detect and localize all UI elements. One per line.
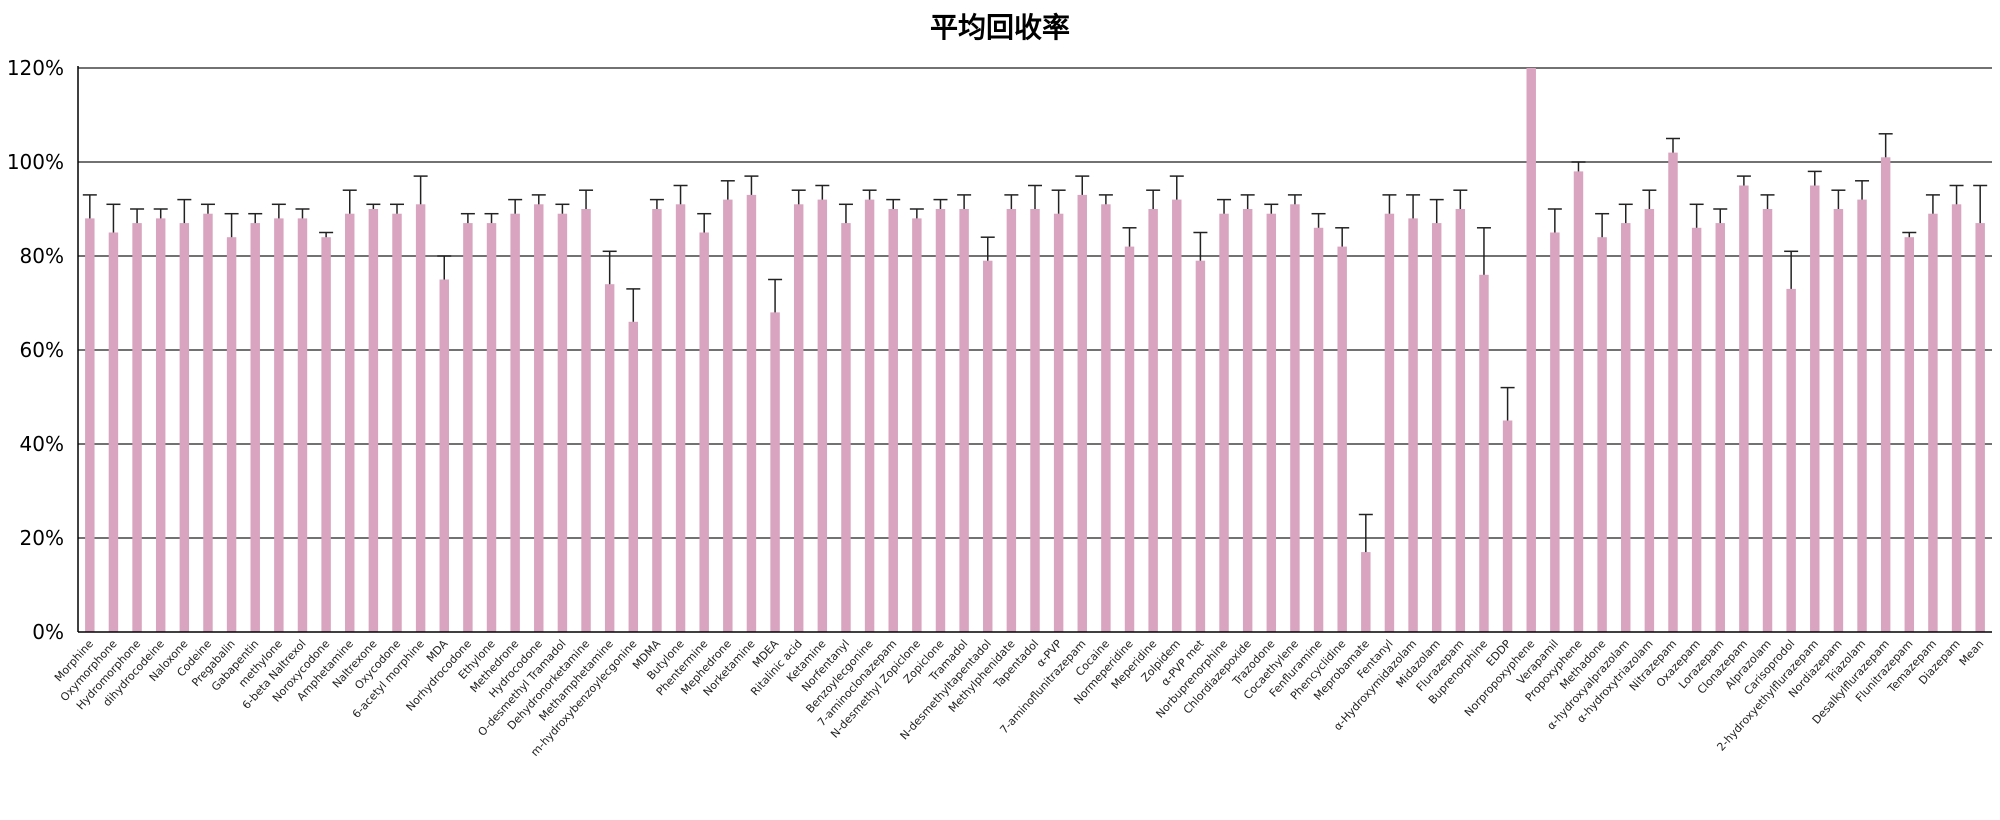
bar (652, 209, 662, 632)
bar (1172, 199, 1182, 632)
bar (1904, 237, 1915, 632)
bar (321, 237, 331, 632)
y-tick-labels: 0% 20% 40% 60% 80% 100% 120% (7, 56, 64, 644)
bar (463, 223, 473, 632)
bar (793, 204, 804, 633)
bar (699, 232, 709, 632)
bar (415, 204, 426, 633)
error-bars (82, 133, 1988, 553)
bar (1951, 204, 1962, 633)
bar (1668, 152, 1678, 632)
bar (557, 213, 568, 632)
bar (1455, 209, 1466, 632)
axes (77, 66, 1992, 633)
y-tick-label: 60% (20, 338, 64, 362)
bar (1715, 223, 1725, 632)
bar (1502, 420, 1513, 632)
bar (1479, 274, 1489, 632)
bar (345, 213, 355, 632)
bar (534, 204, 544, 633)
bar (1786, 288, 1796, 632)
bar (1290, 204, 1300, 633)
bar (392, 213, 402, 632)
bar (1266, 213, 1277, 632)
bar (132, 223, 142, 632)
bar (486, 223, 497, 632)
bar (1313, 227, 1324, 633)
bar (1431, 223, 1442, 632)
bar (1550, 232, 1560, 632)
bar (1384, 213, 1395, 632)
bar (1928, 213, 1938, 632)
bar (297, 218, 308, 632)
bar (817, 199, 828, 632)
y-tick-label: 120% (7, 56, 64, 80)
bar (439, 279, 449, 632)
bar (1077, 194, 1087, 632)
bar (770, 312, 780, 632)
x-tick-label: Mean (1957, 637, 1987, 668)
bars (85, 68, 1985, 633)
bar (510, 213, 520, 632)
bar (250, 223, 260, 632)
bar (1219, 213, 1229, 632)
bar (1597, 237, 1607, 632)
bar (1857, 199, 1867, 632)
bar (888, 209, 898, 632)
bar (935, 209, 946, 632)
y-tick-label: 40% (20, 432, 64, 456)
bar (1975, 223, 1985, 632)
bar (628, 321, 639, 632)
y-tick-label: 80% (20, 244, 64, 268)
bar (85, 218, 95, 632)
bar (274, 218, 284, 632)
bar (1621, 223, 1631, 632)
bar (1195, 260, 1206, 632)
bar (155, 218, 166, 632)
y-tick-label: 100% (7, 150, 64, 174)
bar (983, 260, 993, 632)
bar (675, 204, 686, 633)
bar (581, 209, 591, 632)
bar (108, 232, 119, 632)
bar (1526, 68, 1536, 632)
bar (1833, 209, 1844, 632)
bar (959, 209, 969, 632)
bar (1644, 209, 1655, 632)
bar (179, 223, 190, 632)
bar (226, 237, 237, 632)
bar (1006, 209, 1017, 632)
bar (368, 209, 379, 632)
bar (203, 213, 213, 632)
bar (1053, 213, 1064, 632)
y-tick-label: 0% (32, 620, 64, 644)
bar (1124, 246, 1135, 632)
bar (1337, 246, 1347, 632)
bar (912, 218, 922, 632)
bar (1739, 185, 1749, 632)
y-tick-label: 20% (20, 526, 64, 550)
bar (1810, 185, 1820, 632)
bar (841, 223, 851, 632)
chart-title: 平均回收率 (929, 11, 1070, 44)
bar (1691, 227, 1702, 633)
bar (1101, 204, 1111, 633)
bar (1242, 209, 1253, 632)
bar (1030, 209, 1040, 632)
bar (604, 284, 615, 632)
bar (723, 199, 733, 632)
bar (1762, 209, 1773, 632)
bar (1148, 209, 1158, 632)
bar (1880, 157, 1891, 633)
bar (1408, 218, 1418, 632)
bar (1361, 552, 1371, 632)
bar (746, 194, 757, 632)
bar (1573, 171, 1584, 632)
bar (864, 199, 875, 632)
x-tick-labels: MorphineOxymorphoneHydromorphonedihydroc… (52, 637, 1987, 759)
